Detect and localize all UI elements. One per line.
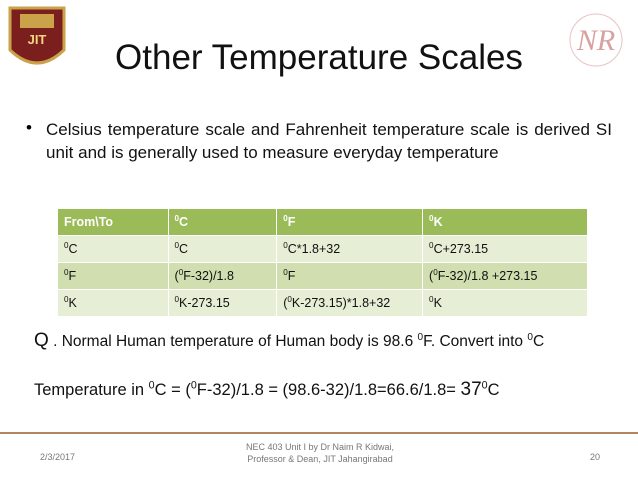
text-run: Q [34,330,49,351]
page-number: 20 [590,452,601,462]
text-run: C+273.15 [433,242,489,257]
table-cell: 0C*1.8+32 [276,235,424,263]
text-run: F [287,269,296,284]
text-run: . Normal Human temperature of Human body… [48,333,418,350]
text-run: F-32)/1.8 [183,269,234,284]
table-cell: 0K [57,289,169,317]
text-run: F-32)/1.8 = (98.6-32)/1.8=66.6/1.8= [196,381,461,399]
superscript: 0 [429,214,434,224]
table-row: 0F (0F-32)/1.8 0F (0F-32)/1.8 +273.15 [57,262,588,290]
header-cell: 0K [422,208,588,236]
answer: Temperature in 0C = (0F-32)/1.8 = (98.6-… [34,379,500,401]
text-run: C [179,215,189,230]
slide-title: Other Temperature Scales [115,38,523,77]
credit-line: NEC 403 Unit I by Dr Naim R Kidwai, [245,442,395,452]
superscript: 0 [283,268,288,278]
superscript: 0 [148,379,155,392]
text-run: K [68,296,77,311]
superscript: 0 [174,295,180,305]
bullet-text: Celsius temperature scale and Fahrenheit… [46,120,612,162]
text-run: 37 [460,379,482,400]
conversion-table: From\To 0C 0F 0K 0C 0C 0C*1.8+32 0C+273.15 0F (0F… [57,208,588,317]
table-cell: 0C [57,235,169,263]
superscript: 0 [527,331,533,343]
text-run: F-32)/1.8 +273.15 [437,269,538,284]
question: Q . Normal Human temperature of Human bo… [34,330,544,352]
header-row: From\To 0C 0F 0K [57,208,588,236]
table-cell: 0K-273.15 [167,289,278,317]
credit-line: Professor & Dean, JIT Jahangirabad [247,454,393,464]
superscript: 0 [433,268,438,278]
superscript: 0 [64,268,69,278]
table-cell: (0K-273.15)*1.8+32 [276,289,424,317]
table-cell: 0C+273.15 [422,235,588,263]
superscript: 0 [481,379,488,392]
table-row: 0C 0C 0C*1.8+32 0C+273.15 [57,235,588,263]
logo-text: JIT [28,32,47,47]
superscript: 0 [283,241,288,251]
table-cell: (0F-32)/1.8 [167,262,278,290]
header-cell: From\To [57,208,169,236]
table-cell: 0F [276,262,424,290]
table-row: 0K 0K-273.15 (0K-273.15)*1.8+32 0K [57,289,588,317]
monogram-text: NR [576,24,615,57]
superscript: 0 [64,295,69,305]
superscript: 0 [178,268,184,278]
text-run: K [433,296,442,311]
text-run: ( [283,296,288,311]
footer-date: 2/3/2017 [40,452,76,462]
superscript: 0 [417,331,424,343]
header-cell: 0C [167,208,278,236]
superscript: 0 [287,295,292,305]
table-cell: (0F-32)/1.8 +273.15 [422,262,588,290]
text-run: ( [429,269,434,284]
table-cell: 0C [167,235,278,263]
text-run: From\To [64,215,114,229]
text-run: C [487,381,500,399]
superscript: 0 [174,241,180,251]
superscript: 0 [283,214,288,224]
text-run: C [68,242,78,257]
text-run: ( [174,269,179,284]
superscript: 0 [190,379,197,392]
text-run: K-273.15)*1.8+32 [291,296,391,311]
text-run: F [287,215,296,230]
text-run: C [179,242,189,257]
header-cell: 0F [276,208,424,236]
footer-credit: NEC 403 Unit I by Dr Naim R Kidwai, Prof… [200,441,440,465]
college-logo: JIT [8,6,66,65]
bullet-dot: • [26,118,32,137]
table-cell: 0F [57,262,169,290]
text-run: C*1.8+32 [287,242,341,257]
table-cell: 0K [422,289,588,317]
text-run: K-273.15 [179,296,230,311]
superscript: 0 [429,241,434,251]
text-run: F. Convert into [423,333,528,350]
text-run: F [68,269,77,284]
superscript: 0 [64,241,69,251]
text-run: C = ( [154,381,191,399]
text-run: C [532,333,545,350]
footer-rule [0,432,638,434]
text-run: Temperature in [34,381,149,399]
superscript: 0 [429,295,434,305]
monogram: NR [569,13,623,67]
text-run: K [433,215,443,230]
superscript: 0 [174,214,180,224]
